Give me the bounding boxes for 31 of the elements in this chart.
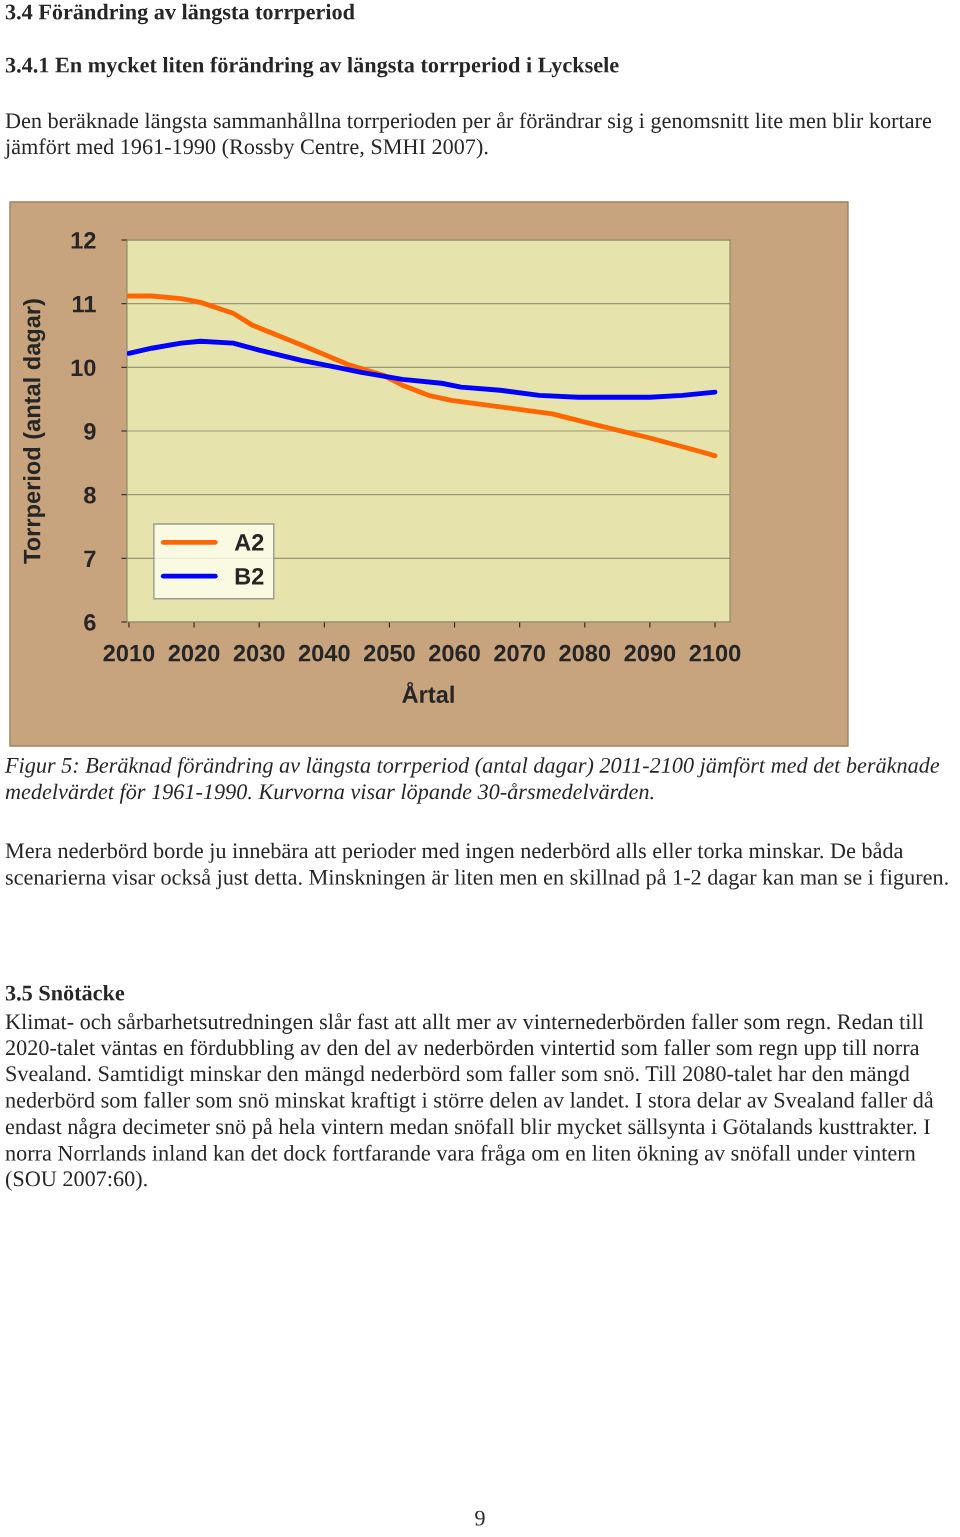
text: 9 [475, 1510, 485, 1526]
legend-label: B2 [235, 567, 264, 585]
line-series [127, 338, 718, 400]
y-tick-label: 12 [71, 232, 96, 249]
x-tick-label: 2080 [559, 644, 611, 662]
y-tick-label: 6 [84, 614, 96, 631]
y-tick-label: 7 [84, 550, 96, 567]
y-tick-label: 8 [84, 486, 96, 504]
text: 3.5 Snötäcke [5, 984, 125, 1001]
text: Klimat- och sårbarhetsutredningen slår fast att allt mer av vinternederbörden faller som regn. Redan till 2020-talet väntas en fördubbling av den del av nederbörden vintertid som faller som regn upp till norra Svealand. Samtidigt minskar den mängd nederbörd som faller som snö. Till 2080-talet har den mängd nederbörd som faller som snö minskat kraftigt i större delen av landet. I stora delar av Svealand faller då endast några decimeter snö på hela vintern medan snöfall blir mycket sällsynta i Götalands kusttrakter. I norra Norrlands inland kan det dock fortfarande vara fråga om en liten ökning av snöfall under vintern (SOU 2007:60). [5, 1013, 934, 1191]
x-tick-label: 2040 [298, 644, 350, 662]
line-series [127, 293, 718, 459]
y-axis-title: Torrperiod (antal dagar) [23, 299, 46, 564]
x-axis-title: Årtal [402, 681, 454, 704]
legend-label: A2 [234, 534, 264, 551]
x-tick-label: 2100 [689, 644, 741, 662]
x-tick-label: 2010 [103, 644, 155, 662]
x-tick-label: 2030 [233, 644, 285, 662]
x-tick-label: 2050 [363, 644, 415, 662]
x-tick-label: 2020 [168, 644, 220, 662]
y-tick-label: 11 [72, 295, 96, 313]
text: Figur 5: Beräknad förändring av längsta torrperiod (antal dagar) 2011-2100 jämfört med det beräknade medelvärdet för 1961-1990. Kurvorna visar löpande 30-årsmedelvärden. [4, 757, 940, 804]
y-tick-label: 9 [84, 423, 96, 440]
chart-title: 3.4 Förändring av längsta torrperiod [5, 3, 355, 25]
y-tick-label: 10 [71, 359, 96, 377]
text: Mera nederbörd borde ju innebära att perioder med ingen nederbörd alls eller torka minskar. De båda scenarierna visar också just detta. Minskningen är liten men en skillnad på 1-2 dagar kan man se i figuren. [5, 842, 948, 890]
x-tick-label: 2060 [429, 644, 480, 662]
x-tick-label: 2070 [494, 644, 545, 662]
chart-subtitle: 3.4.1 En mycket liten förändring av längsta torrperiod i Lycksele [5, 56, 619, 78]
text: Den beräknade längsta sammanhållna torrperioden per år förändrar sig i genomsnitt lite men blir kortare jämfört med 1961-1990 (Rossby Centre, SMHI 2007). [4, 112, 932, 159]
x-tick-label: 2090 [624, 644, 676, 662]
